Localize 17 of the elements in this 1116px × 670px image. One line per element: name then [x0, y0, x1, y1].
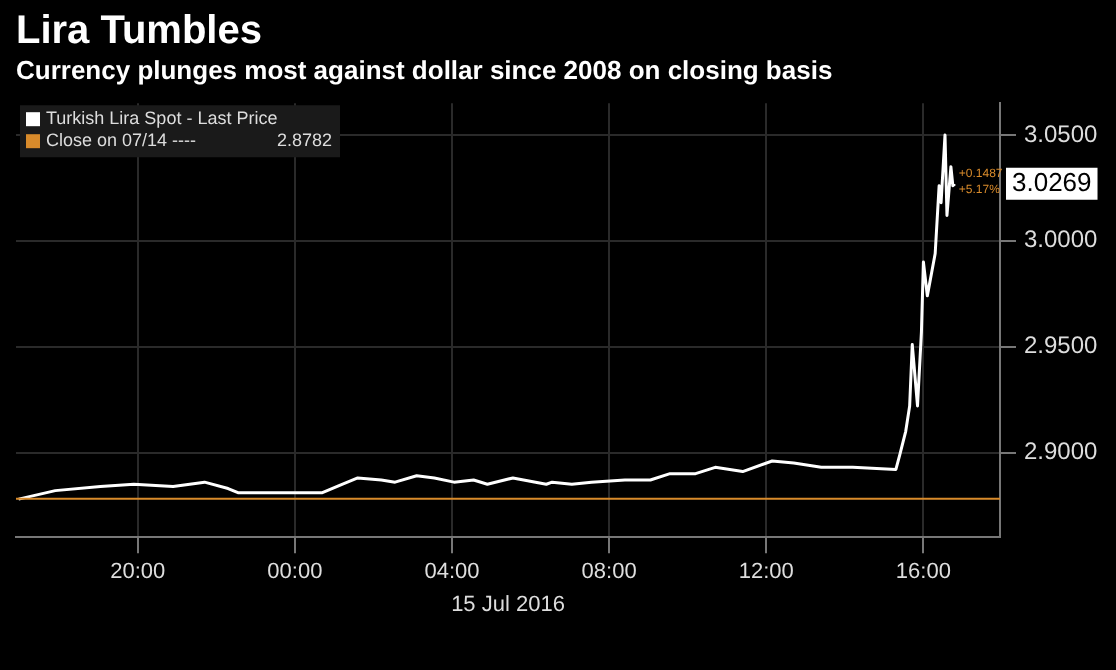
x-axis-title: 15 Jul 2016 — [451, 592, 565, 617]
y-tick-label: 2.9500 — [1024, 331, 1099, 360]
x-tick-label: 16:00 — [895, 560, 951, 585]
chart-subtitle: Currency plunges most against dollar since 2008 on closing basis — [16, 54, 833, 85]
x-tick-label: 04:00 — [424, 560, 480, 585]
y-tick-label: 3.0500 — [1024, 119, 1099, 148]
legend-label: Turkish Lira Spot - Last Price — [46, 108, 278, 129]
y-tick-label: 2.9000 — [1024, 437, 1099, 466]
x-tick-label: 12:00 — [738, 560, 794, 585]
x-tick-label: 08:00 — [581, 560, 637, 585]
chart-title: Lira Tumbles — [16, 9, 262, 54]
x-tick-label: 20:00 — [110, 560, 166, 585]
x-tick-label: 00:00 — [267, 560, 323, 585]
y-tick-label: 3.0000 — [1024, 225, 1099, 254]
text: 3.0269 — [1012, 167, 1092, 198]
annotation: 2.8782 — [276, 130, 332, 151]
legend-label: Close on 07/14 ---- — [46, 130, 197, 151]
